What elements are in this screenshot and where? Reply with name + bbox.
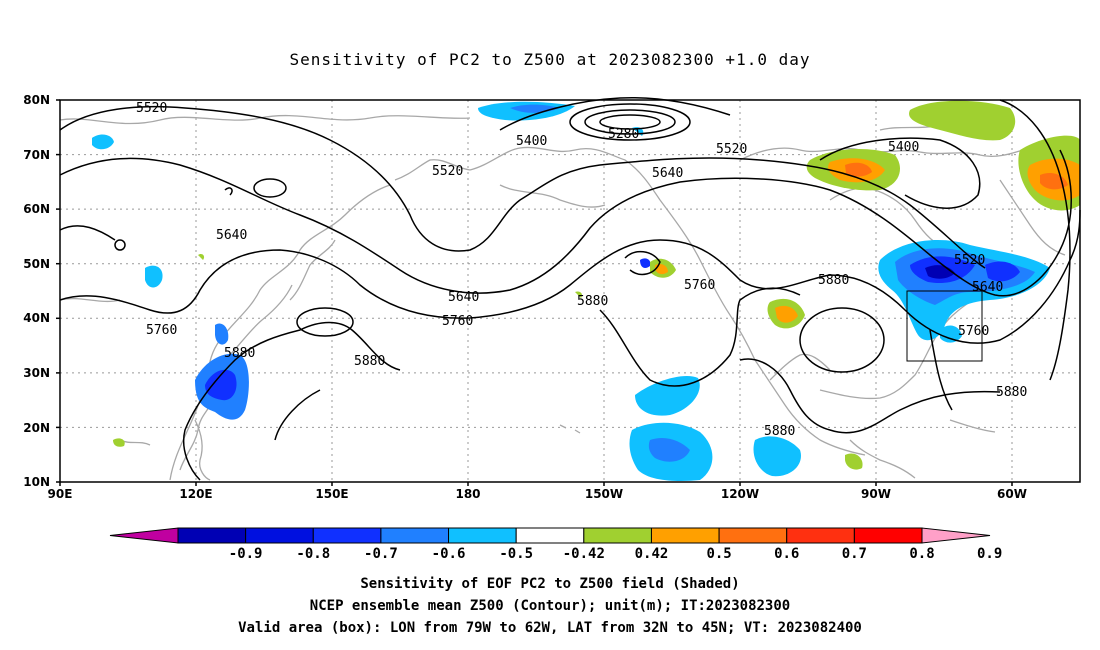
colorbar: -0.9 -0.8 -0.7 -0.6 -0.5 -0.42 0.42 0.5 0.6 0.7 0.… xyxy=(109,527,1002,562)
contour-label: 5520 xyxy=(136,101,167,116)
colorbar-max-arrow xyxy=(921,527,991,544)
contour-label: 5760 xyxy=(958,324,989,339)
colorbar-tick-label: 0.9 xyxy=(977,546,1002,562)
caption-line-shading: Sensitivity of EOF PC2 to Z500 field (Sh… xyxy=(360,576,740,592)
lat-label: 60N xyxy=(23,202,50,216)
colorbar-tick-label: 0.6 xyxy=(774,546,799,562)
lon-label: 60W xyxy=(997,487,1027,501)
lat-label: 20N xyxy=(23,421,50,435)
colorbar-segment xyxy=(245,527,314,544)
contour-label: 5880 xyxy=(224,346,255,361)
contour-label: 5640 xyxy=(448,290,479,305)
colorbar-tick-label: 0.7 xyxy=(842,546,867,562)
colorbar-segment xyxy=(718,527,788,544)
contour-label: 5760 xyxy=(146,323,177,338)
contour-label: 5640 xyxy=(652,166,683,181)
colorbar-segment xyxy=(650,527,720,544)
longitude-labels: 90E 120E 150E 180 150W 120W 90W 60W xyxy=(48,487,1027,501)
colorbar-segment xyxy=(312,527,382,544)
colorbar-segment xyxy=(515,527,585,544)
lon-label: 120W xyxy=(721,487,759,501)
colorbar-tick-label: -0.42 xyxy=(563,546,605,562)
gridlines xyxy=(60,100,1080,482)
colorbar-tick-label: -0.5 xyxy=(499,546,533,562)
colorbar-segment xyxy=(177,527,247,544)
caption-line-valid-area: Valid area (box): LON from 79W to 62W, L… xyxy=(238,620,862,636)
contour-label: 5880 xyxy=(996,385,1027,400)
valid-area-box xyxy=(906,290,983,362)
plot-area: 5520 5400 5280 5520 5520 5640 5400 5640 … xyxy=(59,96,1081,483)
lat-label: 30N xyxy=(23,366,50,380)
lat-label: 10N xyxy=(23,475,50,489)
caption-line-contour: NCEP ensemble mean Z500 (Contour); unit(… xyxy=(309,598,791,614)
latitude-labels: 80N 70N 60N 50N 40N 30N 20N 10N xyxy=(23,93,50,489)
colorbar-segment xyxy=(786,527,855,544)
colorbar-segment xyxy=(448,527,517,544)
contour-label: 5400 xyxy=(516,134,547,149)
z500-contours xyxy=(59,96,1081,481)
colorbar-tick-label: -0.9 xyxy=(229,546,263,562)
lat-label: 80N xyxy=(23,93,50,107)
colorbar-min-arrow xyxy=(109,527,179,544)
colorbar-tick-label: -0.7 xyxy=(364,546,398,562)
lat-label: 50N xyxy=(23,257,50,271)
contour-label: 5760 xyxy=(684,278,715,293)
colorbar-tick-label: 0.8 xyxy=(909,546,934,562)
lon-label: 120E xyxy=(179,487,212,501)
sensitivity-shading xyxy=(92,100,1080,481)
contour-label: 5280 xyxy=(608,127,639,142)
map-title: Sensitivity of PC2 to Z500 at 2023082300… xyxy=(289,50,811,69)
contour-label: 5520 xyxy=(716,142,747,157)
contour-label: 5880 xyxy=(577,294,608,309)
colorbar-tick-label: -0.8 xyxy=(296,546,330,562)
contour-label: 5520 xyxy=(954,253,985,268)
contour-label: 5760 xyxy=(442,314,473,329)
contour-label: 5400 xyxy=(888,140,919,155)
lat-label: 40N xyxy=(23,311,50,325)
lon-label: 90E xyxy=(48,487,73,501)
colorbar-segment xyxy=(853,527,923,544)
caption: Sensitivity of EOF PC2 to Z500 field (Sh… xyxy=(0,573,1100,639)
contour-label: 5640 xyxy=(972,280,1003,295)
contour-label: 5880 xyxy=(354,354,385,369)
contour-label: 5880 xyxy=(818,273,849,288)
colorbar-tick-label: 0.5 xyxy=(706,546,731,562)
lon-label: 150W xyxy=(585,487,623,501)
lon-label: 180 xyxy=(455,487,480,501)
lon-label: 150E xyxy=(315,487,348,501)
lat-label: 70N xyxy=(23,148,50,162)
contour-label: 5520 xyxy=(432,164,463,179)
colorbar-segment xyxy=(380,527,450,544)
lon-label: 90W xyxy=(861,487,891,501)
contour-label: 5880 xyxy=(764,424,795,439)
colorbar-segment xyxy=(583,527,652,544)
contour-labels: 5520 5400 5280 5520 5520 5640 5400 5640 … xyxy=(136,101,1027,439)
contour-label: 5640 xyxy=(216,228,247,243)
colorbar-tick-label: 0.42 xyxy=(635,546,669,562)
colorbar-tick-label: -0.6 xyxy=(432,546,466,562)
axis-ticks xyxy=(56,99,1013,486)
